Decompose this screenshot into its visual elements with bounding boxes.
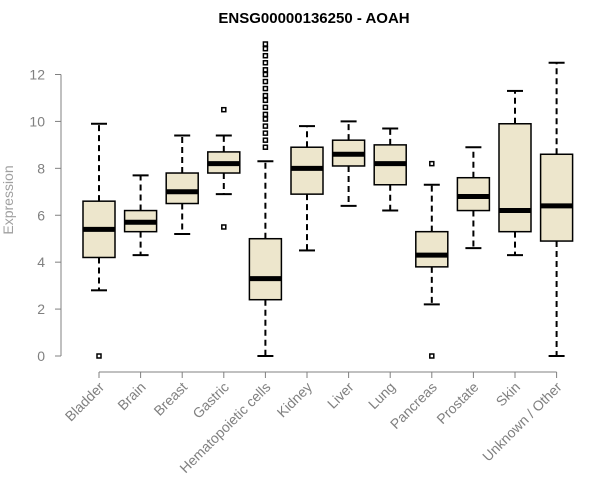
y-tick-label: 8 (37, 160, 45, 176)
y-axis: 0 2 4 6 8 10 12 (29, 67, 62, 364)
x-tick-label: Kidney (274, 379, 316, 421)
outlier-point (221, 224, 227, 230)
outlier-point (429, 160, 435, 167)
outlier-point (429, 353, 435, 359)
box-unknown-other (539, 61, 574, 357)
outlier-point (262, 67, 269, 73)
x-tick-label: Skin (493, 379, 524, 410)
y-tick-label: 10 (29, 113, 45, 129)
x-tick-label: Breast (150, 379, 190, 419)
outlier-point (262, 45, 269, 52)
outlier-point (262, 78, 269, 85)
y-tick-label: 0 (37, 348, 45, 364)
box-brain (123, 174, 158, 257)
outlier-point (262, 41, 269, 47)
box-gastric (207, 106, 241, 230)
outlier-point (262, 104, 269, 111)
box-lung (373, 127, 407, 212)
outlier-point (96, 353, 102, 359)
box-prostate (456, 146, 491, 250)
outlier-point (262, 92, 269, 99)
box-hematopoietic-cells (248, 41, 283, 357)
outlier-point (262, 111, 269, 118)
x-tick-label: Unknown / Other (479, 379, 565, 465)
box-pancreas (415, 160, 449, 359)
box-bladder (82, 122, 116, 359)
y-tick-label: 4 (37, 254, 45, 270)
box-breast (165, 134, 199, 236)
x-tick-label: Bladder (62, 379, 108, 425)
outlier-point (262, 97, 269, 104)
box-kidney (290, 125, 324, 252)
outlier-point (262, 123, 269, 129)
y-tick-label: 12 (29, 67, 45, 83)
x-tick-label: Lung (365, 379, 398, 412)
outlier-point (262, 116, 269, 122)
boxes-group (82, 41, 574, 359)
outlier-point (262, 71, 269, 78)
x-tick-label: Liver (324, 379, 357, 412)
box-skin (498, 89, 532, 257)
y-tick-label: 6 (37, 207, 45, 223)
chart-title: ENSG00000136250 - AOAH (218, 10, 409, 27)
y-axis-label: Expression (0, 165, 16, 234)
iqr-box (539, 153, 574, 242)
iqr-box (415, 230, 449, 268)
outlier-point (262, 144, 269, 150)
box-liver (331, 120, 366, 207)
outlier-point (221, 106, 227, 113)
y-tick-label: 2 (37, 301, 45, 317)
iqr-box (498, 123, 532, 233)
x-tick-label: Prostate (433, 379, 481, 427)
outlier-point (262, 130, 269, 136)
x-tick-label: Brain (114, 379, 148, 413)
outlier-point (262, 52, 269, 59)
iqr-box (165, 172, 199, 205)
outlier-point (262, 137, 269, 143)
iqr-box (248, 237, 283, 301)
outlier-point (262, 85, 269, 92)
outlier-point (262, 60, 269, 66)
